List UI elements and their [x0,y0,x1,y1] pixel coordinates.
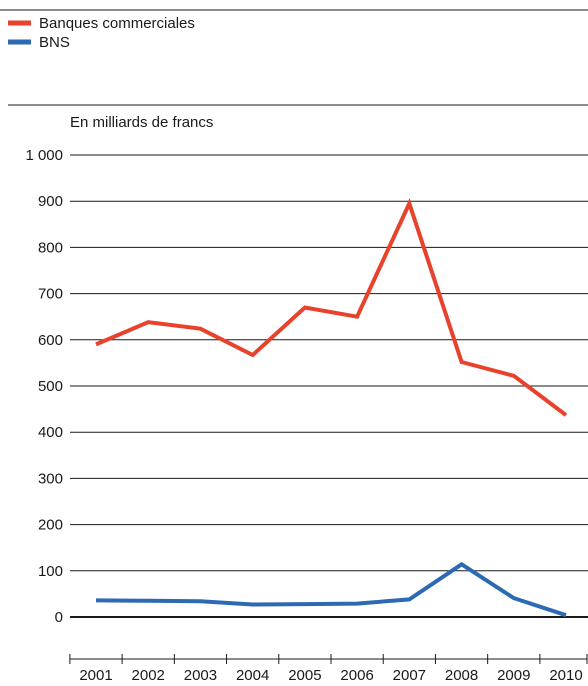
y-tick-label: 700 [38,286,63,303]
x-tick-label: 2002 [132,667,165,684]
x-tick-label: 2006 [340,667,373,684]
gridlines [70,154,588,618]
x-tick-label: 2008 [445,667,478,684]
x-tick-label: 2001 [79,667,112,684]
series-lines [95,198,568,618]
y-tick-label: 200 [38,517,63,534]
y-tick-label: 400 [38,424,63,441]
y-tick-label: 0 [55,609,63,626]
y-axis-tick-labels: 0 100 200 300 400 500 600 700 800 900 1 000 [25,147,63,626]
y-tick-label: 900 [38,193,63,210]
y-tick-label: 500 [38,378,63,395]
x-tick-label: 2004 [236,667,269,684]
y-tick-label: 300 [38,470,63,487]
legend-label-1: BNS [39,34,70,51]
y-tick-label: 800 [38,239,63,256]
y-tick-label: 1 000 [25,147,63,164]
x-axis: 2001 2002 2003 2004 2005 2006 2007 2008 2009 2010 [69,654,588,684]
legend-label-0: Banques commerciales [39,15,195,32]
y-axis-unit-label: En milliards de francs [70,114,213,131]
x-tick-label: 2005 [288,667,321,684]
x-tick-label: 2007 [393,667,426,684]
y-tick-label: 600 [38,332,63,349]
x-tick-label: 2003 [184,667,217,684]
series-line-0 [95,198,568,417]
x-tick-label: 2009 [497,667,530,684]
series-line-1 [95,561,567,618]
x-tick-label: 2010 [549,667,582,684]
legend: Banques commerciales BNS [8,15,195,51]
y-tick-label: 100 [38,563,63,580]
